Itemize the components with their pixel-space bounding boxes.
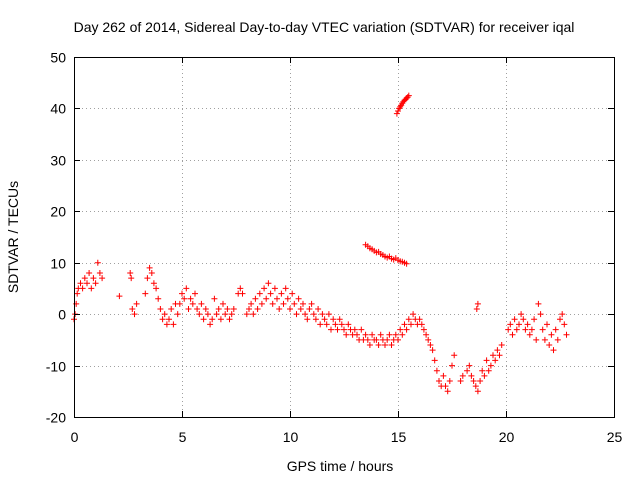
data-point-cluster — [176, 285, 237, 328]
y-tick-label: 30 — [50, 153, 66, 169]
y-axis-label: SDTVAR / TECUs — [5, 181, 21, 293]
data-point-cluster — [457, 372, 466, 384]
x-tick-labels: 0 5 10 15 20 25 — [71, 429, 623, 445]
y-tick-label: -20 — [46, 410, 66, 426]
y-tick-label: 10 — [50, 256, 66, 272]
data-point-cluster — [142, 264, 181, 328]
y-tick-labels: -20 -10 0 10 20 30 40 50 — [46, 50, 66, 426]
x-tick-label: 15 — [391, 429, 407, 445]
data-point-cluster — [354, 311, 423, 348]
data-point-cluster — [418, 321, 458, 395]
x-tick-label: 20 — [499, 429, 515, 445]
data-point-cluster — [127, 270, 135, 282]
data-point-cluster — [505, 300, 570, 354]
plot-frame — [74, 57, 615, 418]
data-point-cluster — [464, 342, 505, 395]
data-point-cluster — [129, 300, 140, 318]
data-point-cluster — [362, 241, 410, 267]
data-point-cluster — [235, 285, 246, 297]
axis-ticks — [74, 57, 615, 418]
y-tick-label: 0 — [58, 307, 66, 323]
x-tick-label: 5 — [179, 429, 187, 445]
x-tick-label: 0 — [71, 429, 79, 445]
y-tick-label: 50 — [50, 50, 66, 66]
x-tick-label: 10 — [283, 429, 299, 445]
data-point-cluster — [473, 300, 481, 312]
y-tick-label: 40 — [50, 101, 66, 117]
y-tick-label: 20 — [50, 204, 66, 220]
y-tick-label: -10 — [46, 359, 66, 375]
grid — [74, 57, 614, 417]
data-point-cluster — [243, 280, 358, 338]
x-tick-label: 25 — [607, 429, 623, 445]
data-point-cluster — [71, 259, 106, 323]
data-point-cluster — [116, 293, 123, 300]
chart-title: Day 262 of 2014, Sidereal Day-to-day VTE… — [74, 19, 575, 35]
data-point-cluster — [393, 92, 412, 117]
x-axis-label: GPS time / hours — [287, 458, 394, 474]
data-points — [71, 92, 570, 395]
